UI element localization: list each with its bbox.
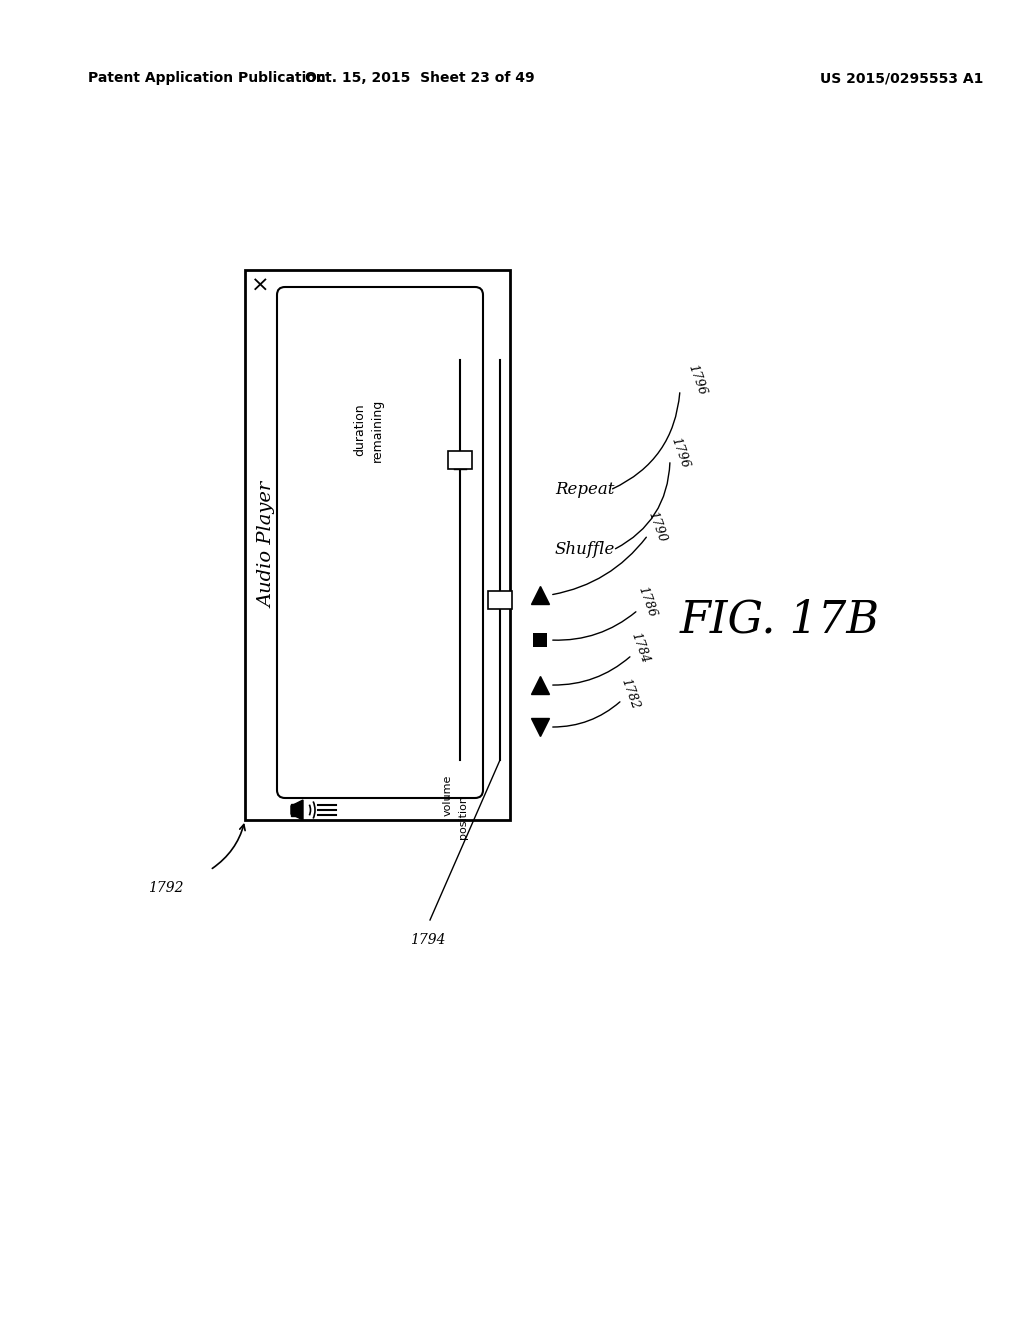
Text: remaining: remaining	[371, 399, 384, 462]
Text: 1790: 1790	[645, 510, 669, 544]
Text: 1796: 1796	[685, 363, 709, 397]
Bar	[291, 804, 299, 816]
Text: US 2015/0295553 A1: US 2015/0295553 A1	[820, 71, 983, 84]
Text: Patent Application Publication: Patent Application Publication	[88, 71, 326, 84]
Text: Shuffle: Shuffle	[555, 541, 615, 558]
Polygon shape	[291, 800, 303, 820]
Text: Repeat: Repeat	[555, 482, 614, 499]
Text: 1782: 1782	[618, 677, 641, 711]
Text: ×: ×	[251, 276, 269, 296]
Text: 1786: 1786	[635, 585, 658, 619]
Text: 1792: 1792	[148, 880, 183, 895]
Text: position: position	[458, 795, 468, 840]
Text: FIG. 17B: FIG. 17B	[680, 598, 880, 642]
FancyBboxPatch shape	[278, 286, 483, 799]
Bar	[488, 591, 512, 609]
Text: Oct. 15, 2015  Sheet 23 of 49: Oct. 15, 2015 Sheet 23 of 49	[305, 71, 535, 84]
Text: 1784: 1784	[628, 631, 651, 665]
Bar	[449, 451, 472, 469]
Text: 1794: 1794	[410, 933, 445, 946]
Text: Audio Player: Audio Player	[258, 482, 276, 609]
Bar	[534, 634, 547, 647]
Text: volume: volume	[443, 775, 453, 816]
Text: 1796: 1796	[668, 436, 691, 470]
Bar	[245, 271, 510, 820]
Text: duration: duration	[353, 404, 367, 457]
